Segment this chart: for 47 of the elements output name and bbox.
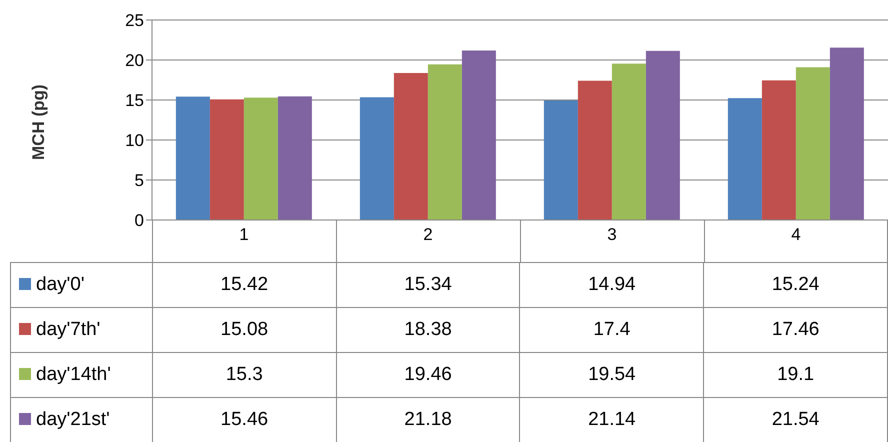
data-label: 17.46 [704, 308, 888, 352]
bar [646, 50, 680, 220]
data-label: 19.1 [704, 352, 888, 398]
bar [360, 97, 394, 220]
y-tick-label: 25 [125, 11, 144, 30]
data-label: 19.54 [520, 352, 704, 398]
bar [394, 72, 428, 220]
bar [278, 96, 312, 220]
data-label: 15.08 [152, 308, 336, 352]
bar [462, 50, 496, 220]
data-label: 14.94 [520, 262, 704, 308]
data-label: 21.54 [704, 398, 888, 442]
data-label: 15.3 [152, 352, 336, 398]
y-tick-label: 0 [134, 211, 144, 230]
data-label: 15.24 [704, 262, 888, 308]
legend-label: day'0' [10, 262, 152, 308]
y-tick-label: 15 [125, 91, 144, 110]
bar [796, 67, 830, 220]
data-label: 15.34 [336, 262, 520, 308]
bar [428, 64, 462, 220]
bar [830, 48, 864, 220]
y-tick-label: 20 [125, 51, 144, 70]
bar [612, 64, 646, 220]
data-label: 15.46 [152, 398, 336, 442]
legend-label: day'14th' [10, 352, 152, 398]
bar [544, 100, 578, 220]
bar [762, 80, 796, 220]
x-tick-label: 2 [423, 225, 433, 244]
bar [244, 98, 278, 220]
data-label: 17.4 [520, 308, 704, 352]
y-tick-label: 5 [134, 171, 144, 190]
legend-label: day'21st' [10, 398, 152, 442]
x-tick-label: 3 [607, 225, 617, 244]
x-tick-label: 1 [239, 225, 249, 244]
data-label: 18.38 [336, 308, 520, 352]
data-label: 19.46 [336, 352, 520, 398]
bar [578, 80, 612, 220]
bar [210, 99, 244, 220]
data-label: 21.14 [520, 398, 704, 442]
legend-label: day'7th' [10, 308, 152, 352]
data-label: 21.18 [336, 398, 520, 442]
bar [176, 96, 210, 220]
y-tick-label: 10 [125, 131, 144, 150]
data-label: 15.42 [152, 262, 336, 308]
y-axis-title: MCH (pg) [29, 84, 48, 160]
bar [728, 98, 762, 220]
x-tick-label: 4 [791, 225, 801, 244]
